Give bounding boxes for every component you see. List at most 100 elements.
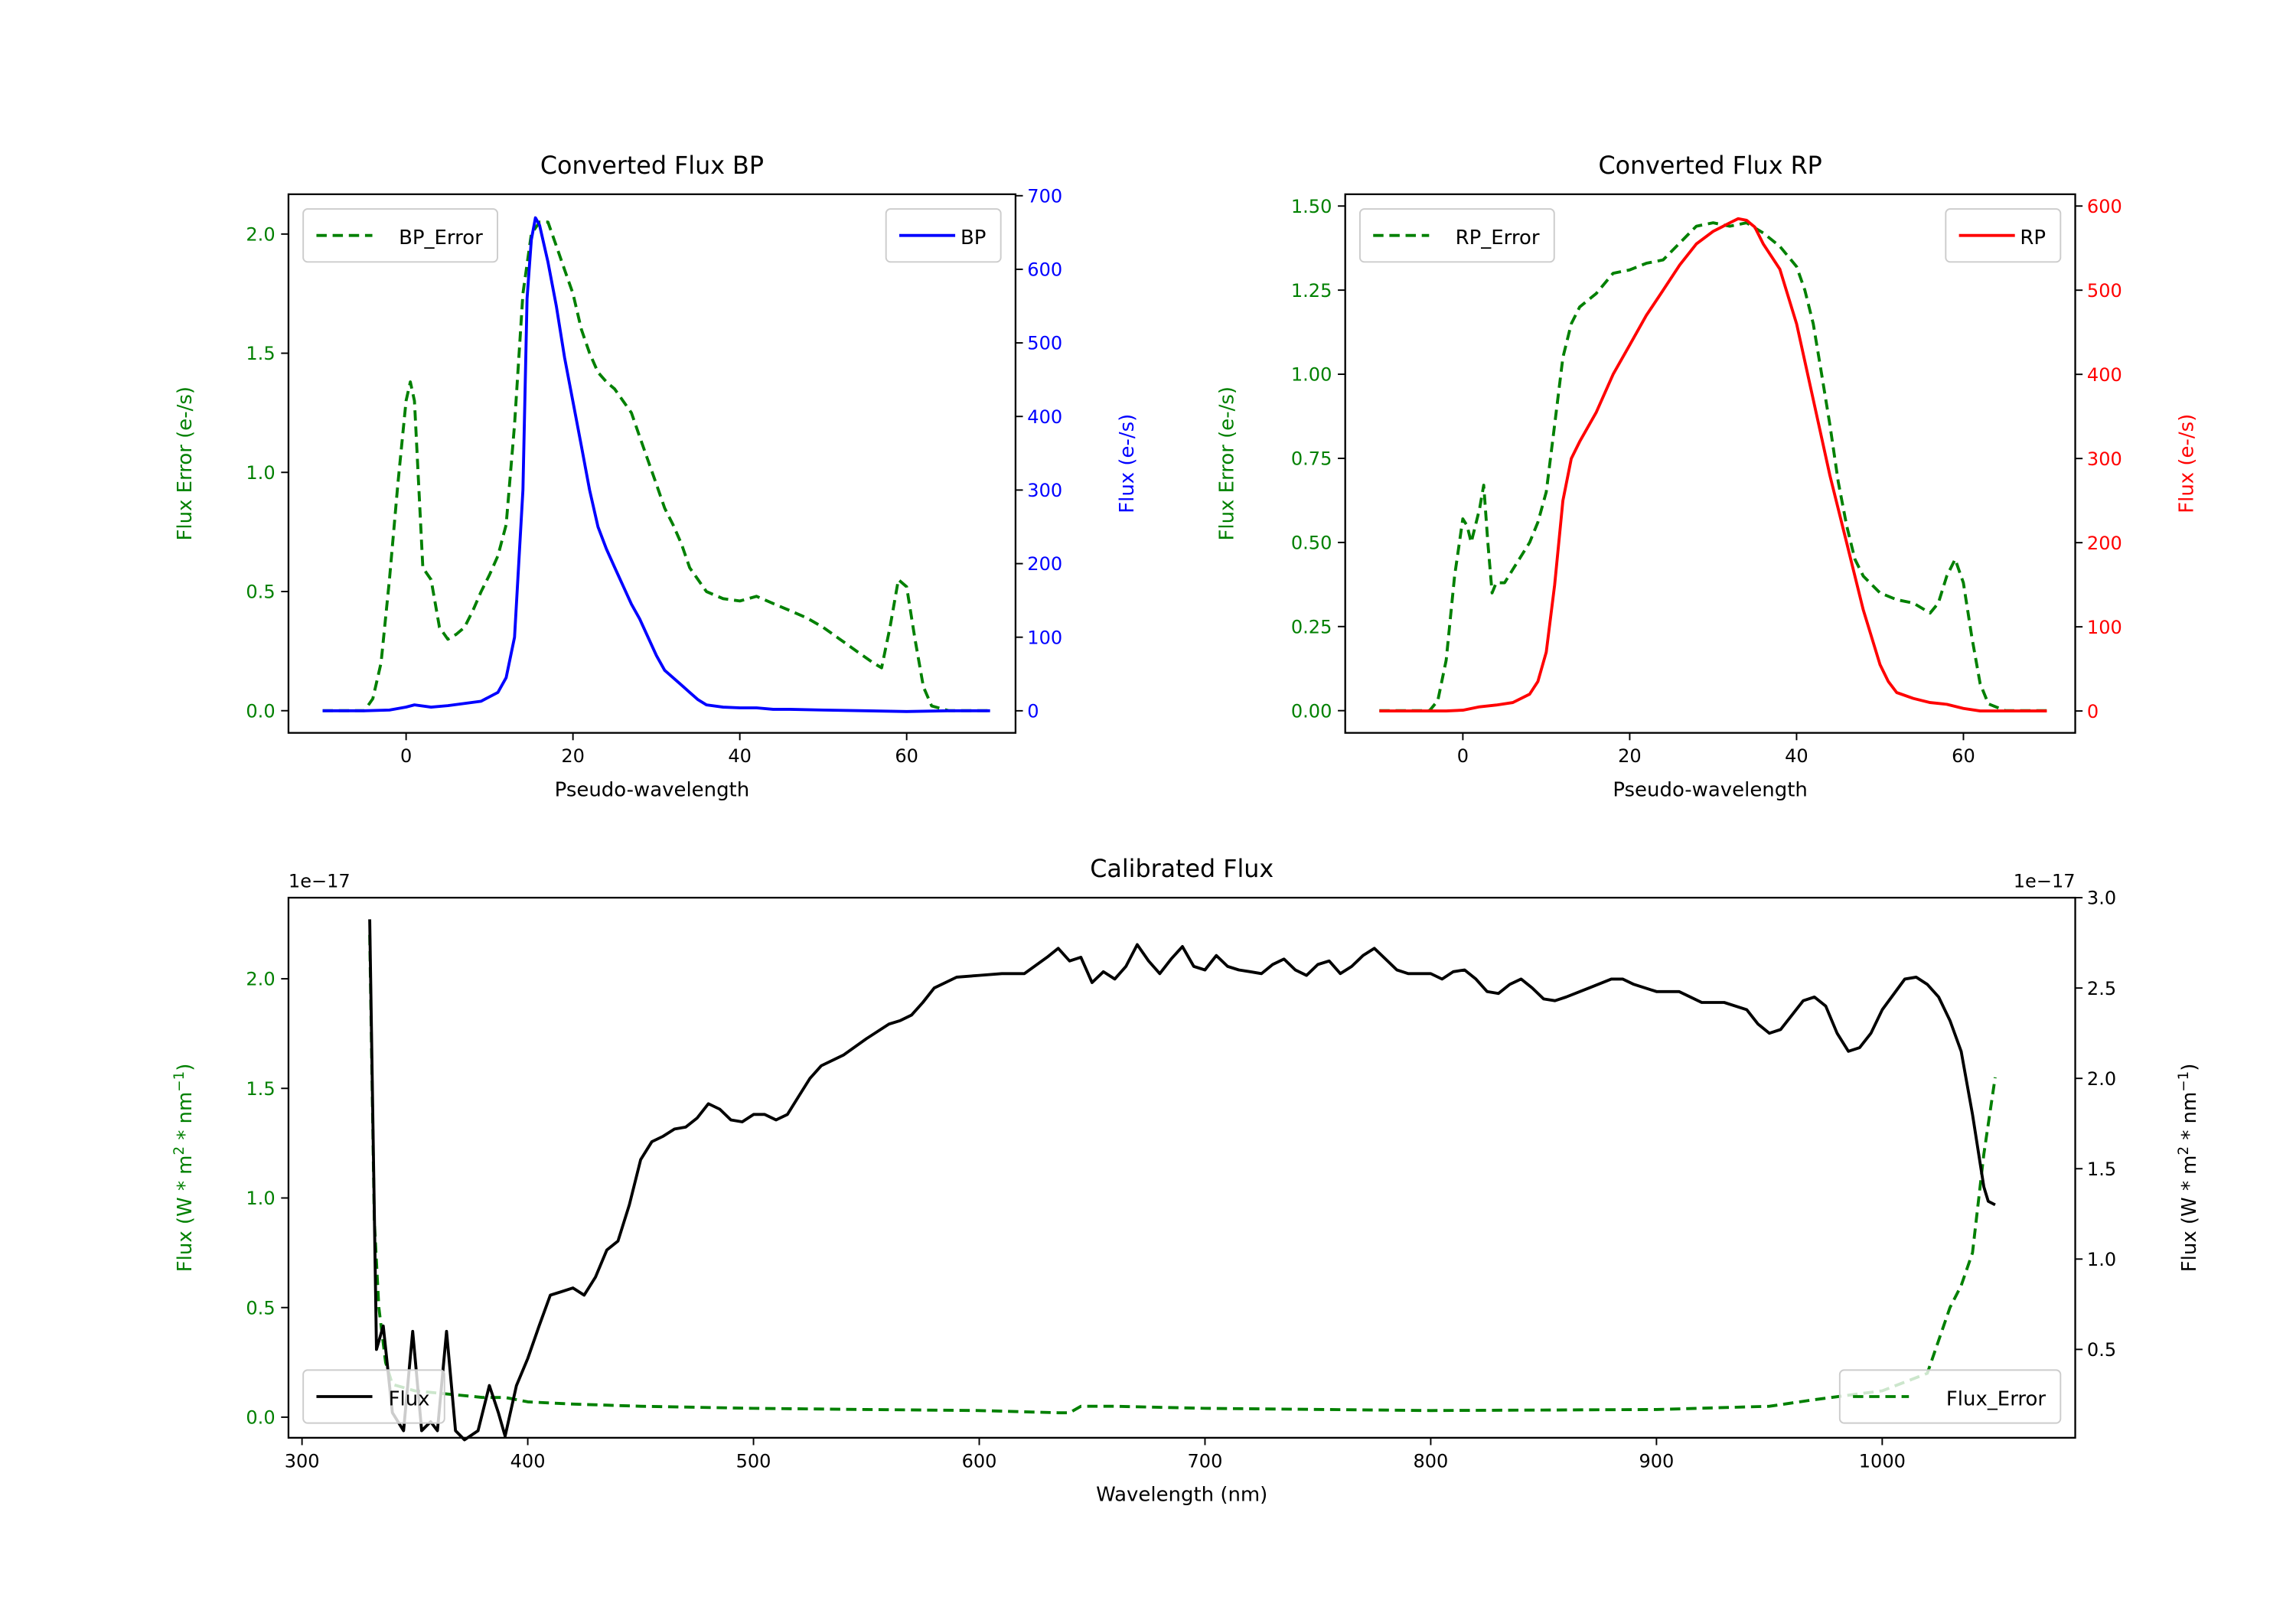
x-tick-label: 0	[1457, 745, 1469, 767]
y2-tick-label: 2.0	[2087, 1068, 2116, 1090]
x-tick-label: 60	[1952, 745, 1975, 767]
offset-text-left: 1e−17	[289, 871, 351, 892]
x-tick-label: 600	[962, 1450, 997, 1472]
y-tick-label: 1.0	[246, 1188, 275, 1209]
y2-tick-label: 200	[2087, 533, 2122, 554]
y-tick-label: 2.0	[246, 224, 275, 246]
x-tick-label: 300	[285, 1450, 320, 1472]
x-axis-label: Wavelength (nm)	[1096, 1484, 1267, 1507]
x-tick-label: 500	[736, 1450, 771, 1472]
y-tick-label: 0.25	[1291, 616, 1332, 637]
legend-box	[302, 1369, 445, 1424]
y2-tick-label: 500	[2087, 280, 2122, 302]
legend-flux_error: Flux_Error	[1838, 1369, 2062, 1424]
rp-panel: 0 20 40 60 0.00 0.25 0.50 0.75 1.00 1.25 1.50 0 100 2…	[1216, 152, 2199, 801]
legend-box	[1358, 208, 1555, 263]
y-axis-label-part: )	[174, 1064, 197, 1071]
y2-axis-label: Flux (e-/s)	[2175, 414, 2198, 513]
x-tick-label: 700	[1188, 1450, 1223, 1472]
chart-title: Converted Flux RP	[1598, 152, 1821, 180]
series-line-rp	[1379, 217, 2047, 712]
y2-tick-label: 1.0	[2087, 1249, 2116, 1270]
x-tick-label: 60	[895, 745, 918, 767]
y-tick-label: 2.0	[246, 969, 275, 990]
x-tick-label: 400	[510, 1450, 546, 1472]
x-tick-label: 40	[1785, 745, 1808, 767]
y-tick-label: 0.0	[246, 1407, 275, 1429]
y-axis-label: Flux Error (e-/s)	[174, 386, 197, 541]
y2-tick-label: 200	[1027, 553, 1062, 575]
y2-tick-label: 100	[1027, 627, 1062, 648]
series-line-flux_error	[368, 934, 1997, 1415]
axes-frame	[1344, 193, 2076, 734]
bp-panel: 0 20 40 60 0.0 0.5 1.0 1.5 2.0 0 100 200 300 400 500 60…	[174, 152, 1139, 801]
y2-axis-label-part: −1	[2176, 1071, 2192, 1092]
legend-flux: Flux	[302, 1369, 445, 1424]
y2-axis-label: Flux (e-/s)	[1116, 414, 1139, 513]
legend-label: BP	[960, 227, 986, 249]
legend-box	[1838, 1369, 2062, 1424]
x-tick-label: 20	[1618, 745, 1642, 767]
y-axis-label: Flux (W * m2 * nm−1)	[171, 1064, 197, 1273]
y2-axis-label-part: )	[2178, 1064, 2201, 1071]
y2-tick-label: 300	[1027, 480, 1062, 501]
y2-tick-label: 0	[1027, 701, 1039, 722]
x-tick-label: 40	[728, 745, 752, 767]
series-line-rp_error	[1379, 221, 2047, 712]
axes-frame	[287, 193, 1017, 734]
y-tick-label: 1.5	[246, 343, 275, 364]
y-tick-label: 1.5	[246, 1078, 275, 1100]
y2-tick-label: 400	[1027, 406, 1062, 428]
y2-tick-label: 1.5	[2087, 1159, 2116, 1180]
x-tick-label: 20	[561, 745, 585, 767]
calibrated-panel: 300 400 500 600 700 800 900 1000 0.0 0.5 1.0 1.5 2.0…	[171, 856, 2202, 1506]
y-axis-label-part: −1	[171, 1071, 188, 1092]
y2-tick-label: 700	[1027, 185, 1062, 207]
y-tick-label: 1.0	[246, 462, 275, 484]
legend-label: Flux	[389, 1388, 430, 1411]
y2-axis-label-part: * nm	[2178, 1092, 2201, 1146]
x-tick-label: 800	[1414, 1450, 1449, 1472]
y2-axis-label-part: 2	[2176, 1146, 2192, 1156]
y2-tick-label: 0	[2087, 701, 2099, 722]
legend-rp: RP	[1945, 208, 2062, 263]
legend-bp: BP	[885, 208, 1002, 263]
y-tick-label: 1.00	[1291, 364, 1332, 386]
y2-tick-label: 3.0	[2087, 888, 2116, 909]
x-tick-label: 1000	[1859, 1450, 1906, 1472]
y-axis-label: Flux Error (e-/s)	[1216, 386, 1239, 541]
legend-label: Flux_Error	[1946, 1388, 2047, 1411]
y-tick-label: 1.25	[1291, 280, 1332, 302]
chart-title: Calibrated Flux	[1090, 856, 1274, 883]
axes-frame	[287, 896, 2076, 1439]
chart-title: Converted Flux BP	[540, 152, 764, 180]
offset-text-right: 1e−17	[2014, 871, 2076, 892]
x-axis-label: Pseudo-wavelength	[1613, 778, 1808, 801]
y-tick-label: 0.00	[1291, 700, 1332, 722]
y-axis-label-part: Flux (W * m	[174, 1156, 197, 1273]
y-tick-label: 0.0	[246, 700, 275, 722]
x-axis-label: Pseudo-wavelength	[555, 778, 750, 801]
y-tick-label: 0.5	[246, 582, 275, 603]
y2-tick-label: 600	[1027, 259, 1062, 281]
y-tick-label: 0.75	[1291, 448, 1332, 470]
y2-axis-label: Flux (W * m2 * nm−1)	[2176, 1064, 2202, 1273]
y2-tick-label: 300	[2087, 448, 2122, 470]
y2-tick-label: 2.5	[2087, 978, 2116, 999]
legend-box	[302, 208, 498, 263]
legend-label: BP_Error	[399, 227, 483, 249]
y-tick-label: 0.5	[246, 1297, 275, 1319]
y2-axis-label-part: Flux (W * m	[2178, 1156, 2201, 1273]
y2-tick-label: 0.5	[2087, 1339, 2116, 1361]
y2-tick-label: 600	[2087, 196, 2122, 217]
legend-bp_error: BP_Error	[302, 208, 498, 263]
x-tick-label: 900	[1639, 1450, 1674, 1472]
series-line-bp_error	[322, 220, 990, 712]
legend-label: RP	[2020, 227, 2046, 249]
y2-tick-label: 100	[2087, 617, 2122, 638]
y2-tick-label: 400	[2087, 364, 2122, 386]
y-tick-label: 1.50	[1291, 196, 1332, 217]
y-axis-label-part: 2	[171, 1146, 188, 1156]
